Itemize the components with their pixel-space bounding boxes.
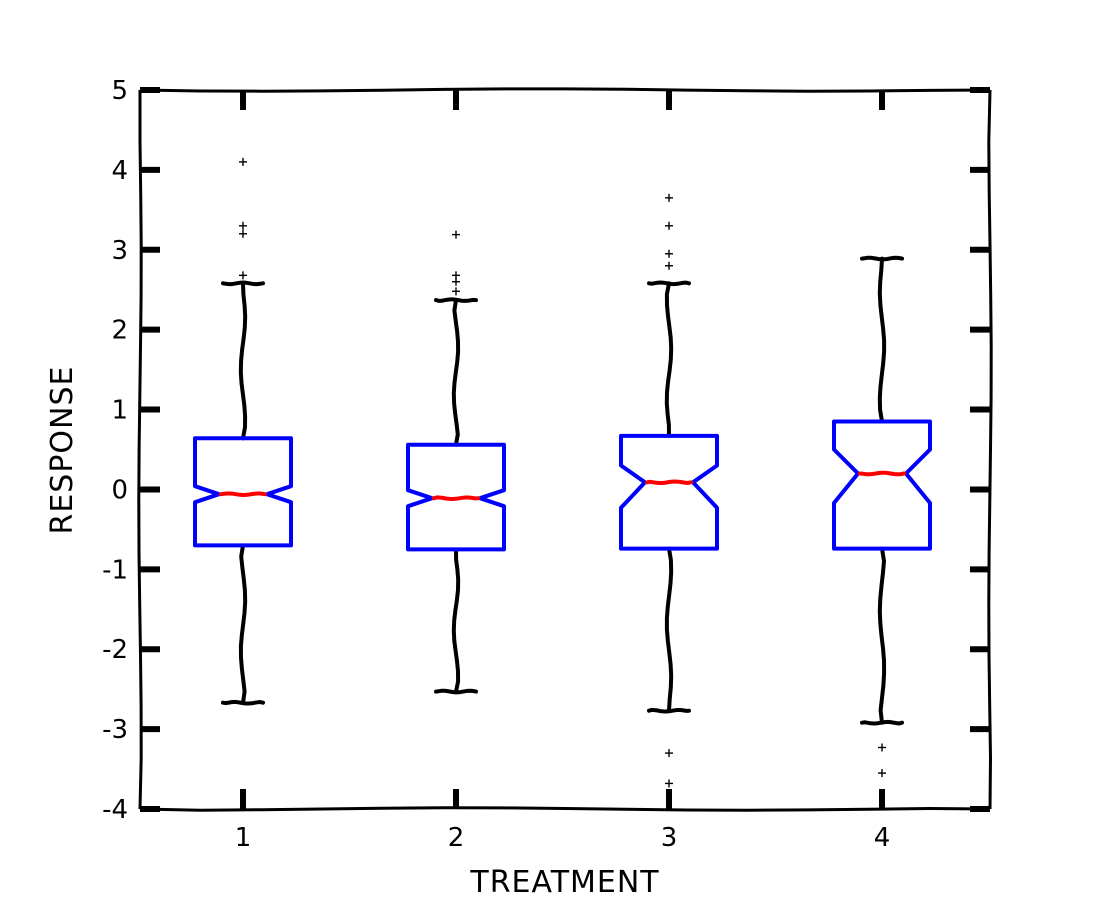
y-tick-label: 4 xyxy=(111,156,128,186)
upper-whisker xyxy=(877,256,887,424)
box-group-4 xyxy=(832,255,932,778)
y-tick-label: -3 xyxy=(102,715,128,745)
tick-labels: -4 -3 -2 -1 0 1 2 3 4 5 1 2 3 4 xyxy=(102,76,890,853)
upper-whisker xyxy=(664,281,674,438)
x-tick-label: 4 xyxy=(874,823,891,853)
flier-marker xyxy=(665,261,673,270)
x-axis-title: TREATMENT xyxy=(469,865,659,900)
flier-marker xyxy=(452,230,460,239)
flier-marker xyxy=(452,277,460,286)
plot-marks xyxy=(193,157,932,788)
flier-marker xyxy=(878,769,886,778)
flier-marker xyxy=(665,221,673,230)
upper-cap xyxy=(860,255,904,262)
box-group-2 xyxy=(406,230,506,695)
x-tick-label: 3 xyxy=(661,823,678,853)
notched-box xyxy=(193,436,293,548)
lower-cap xyxy=(221,699,265,706)
upper-cap xyxy=(647,280,691,287)
plot-frame xyxy=(137,87,993,812)
x-tick-label: 2 xyxy=(448,823,465,853)
upper-cap xyxy=(434,297,478,303)
notched-box xyxy=(619,433,719,551)
y-tick-label: 3 xyxy=(111,236,128,266)
median-line xyxy=(858,470,906,477)
median-line xyxy=(219,491,267,498)
y-tick-label: 2 xyxy=(111,316,128,346)
flier-marker xyxy=(452,287,460,296)
box-group-1 xyxy=(193,157,293,706)
flier-marker xyxy=(239,157,247,166)
flier-marker xyxy=(665,193,673,202)
lower-whisker xyxy=(451,547,461,694)
flier-marker xyxy=(665,749,673,758)
upper-whisker xyxy=(238,281,248,441)
median-line xyxy=(645,479,693,486)
flier-marker xyxy=(239,271,247,280)
notched-box xyxy=(832,419,932,551)
lower-cap xyxy=(434,688,478,695)
y-tick-label: -1 xyxy=(102,555,128,585)
lower-whisker xyxy=(877,546,887,725)
y-tick-label: 5 xyxy=(111,76,128,106)
flier-marker xyxy=(665,249,673,258)
median-line xyxy=(432,495,480,502)
y-tick-label: 1 xyxy=(111,396,128,426)
upper-cap xyxy=(221,280,265,287)
upper-whisker xyxy=(451,298,461,447)
flier-marker xyxy=(665,779,673,788)
y-tick-label: -4 xyxy=(102,795,128,825)
y-tick-label: 0 xyxy=(111,475,128,505)
flier-marker xyxy=(239,221,247,230)
flier-marker xyxy=(239,229,247,238)
lower-whisker xyxy=(664,546,674,713)
box-group-3 xyxy=(619,193,719,788)
notched-box xyxy=(406,442,506,552)
lower-cap xyxy=(647,707,691,714)
y-axis-title: RESPONSE xyxy=(45,366,80,535)
axis-ticks xyxy=(140,87,990,812)
flier-marker xyxy=(878,743,886,752)
y-tick-label: -2 xyxy=(102,635,128,665)
lower-whisker xyxy=(238,543,248,705)
lower-cap xyxy=(860,719,904,726)
x-tick-label: 1 xyxy=(235,823,252,853)
